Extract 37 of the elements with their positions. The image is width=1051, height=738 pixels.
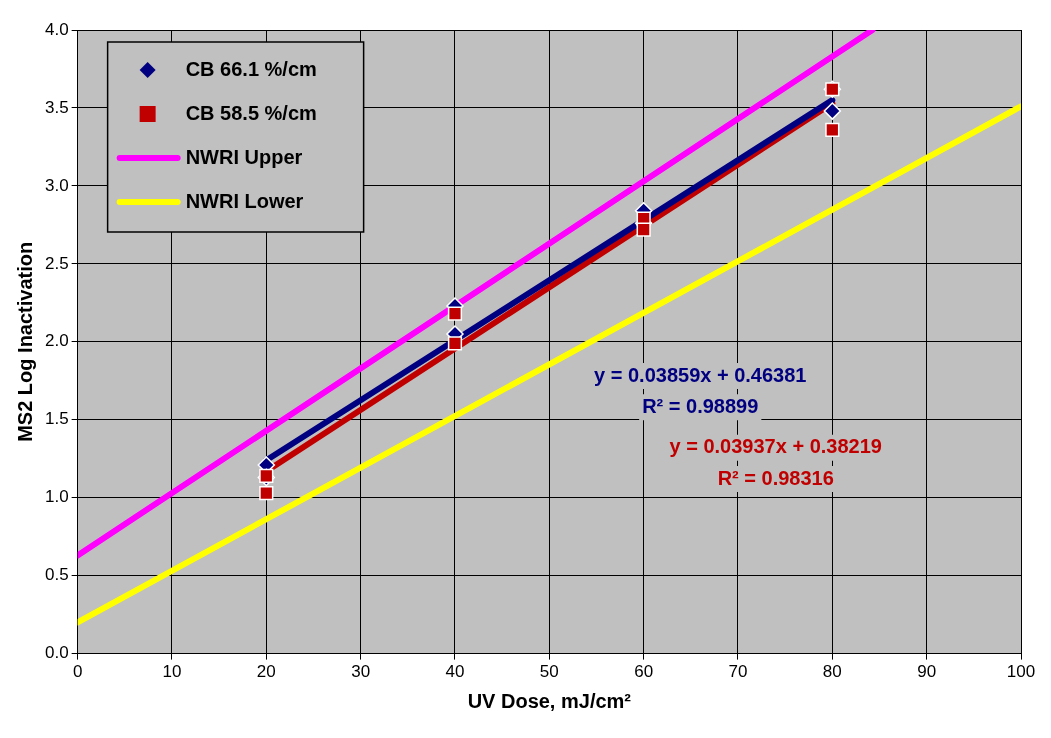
x-tick-label: 10 [162, 662, 182, 682]
x-tick-label: 50 [539, 662, 559, 682]
point [447, 336, 463, 351]
annotation: y = 0.03859x + 0.46381 [594, 363, 807, 386]
point [823, 102, 842, 120]
legend-label: CB 58.5 %/cm [185, 101, 317, 124]
y-tick-label: 0.0 [44, 643, 69, 663]
y-tick-label: 3.0 [44, 175, 69, 195]
x-tick-label: 60 [634, 662, 654, 682]
x-tick-label: 80 [822, 662, 842, 682]
point [259, 468, 274, 483]
x-tick-label: 90 [917, 662, 937, 682]
y-tick-label: 2.0 [44, 331, 69, 351]
point [825, 122, 840, 137]
annotation: R² = 0.98316 [717, 466, 834, 489]
y-tick-label: 4.0 [44, 19, 69, 39]
x-tick-label: 70 [728, 662, 748, 682]
point [259, 485, 274, 501]
annotation: R² = 0.98899 [642, 394, 759, 417]
x-tick-label: 0 [72, 662, 83, 682]
y-tick-label: 0.5 [44, 565, 69, 585]
legend-label: NWRI Lower [185, 189, 304, 212]
x-axis-title: UV Dose, mJ/cm² [467, 689, 632, 712]
x-tick-label: 40 [445, 662, 465, 682]
x-tick-label: 100 [1006, 662, 1036, 682]
y-tick-label: 1.0 [44, 487, 69, 507]
y-tick-label: 1.5 [44, 409, 69, 429]
legend-label: NWRI Upper [185, 145, 303, 168]
x-tick-label: 20 [256, 662, 276, 682]
legend-label: CB 66.1 %/cm [185, 57, 317, 80]
y-tick-label: 2.5 [44, 253, 69, 273]
x-tick-label: 30 [351, 662, 371, 682]
point [636, 222, 651, 237]
annotation: y = 0.03937x + 0.38219 [669, 435, 882, 458]
y-tick-label: 3.5 [44, 97, 69, 117]
point [447, 306, 463, 321]
y-axis-title: MS2 Log Inactivation [13, 241, 36, 442]
